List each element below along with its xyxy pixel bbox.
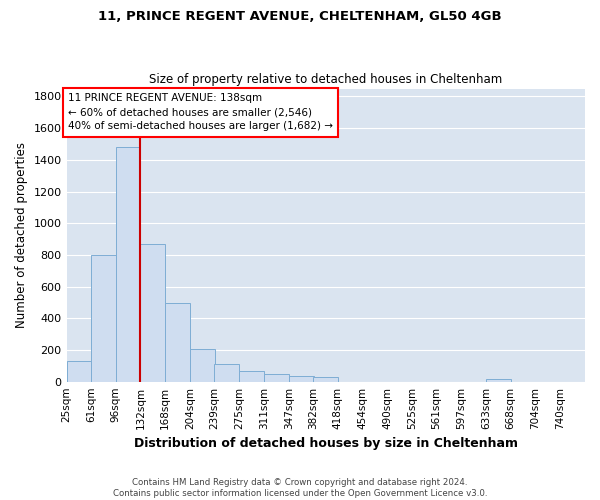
Text: 11 PRINCE REGENT AVENUE: 138sqm
← 60% of detached houses are smaller (2,546)
40%: 11 PRINCE REGENT AVENUE: 138sqm ← 60% of… [68, 94, 333, 132]
Bar [313, 377, 338, 382]
Bar [91, 255, 116, 382]
Title: Size of property relative to detached houses in Cheltenham: Size of property relative to detached ho… [149, 73, 502, 86]
X-axis label: Distribution of detached houses by size in Cheltenham: Distribution of detached houses by size … [134, 437, 518, 450]
Bar [239, 370, 264, 382]
Bar [116, 147, 140, 382]
Bar [140, 244, 165, 382]
Bar [165, 303, 190, 382]
Bar [289, 376, 314, 382]
Bar [67, 361, 91, 382]
Text: 11, PRINCE REGENT AVENUE, CHELTENHAM, GL50 4GB: 11, PRINCE REGENT AVENUE, CHELTENHAM, GL… [98, 10, 502, 23]
Bar [214, 364, 239, 382]
Bar [264, 374, 289, 382]
Bar [190, 349, 215, 382]
Y-axis label: Number of detached properties: Number of detached properties [15, 142, 28, 328]
Text: Contains HM Land Registry data © Crown copyright and database right 2024.
Contai: Contains HM Land Registry data © Crown c… [113, 478, 487, 498]
Bar [486, 379, 511, 382]
